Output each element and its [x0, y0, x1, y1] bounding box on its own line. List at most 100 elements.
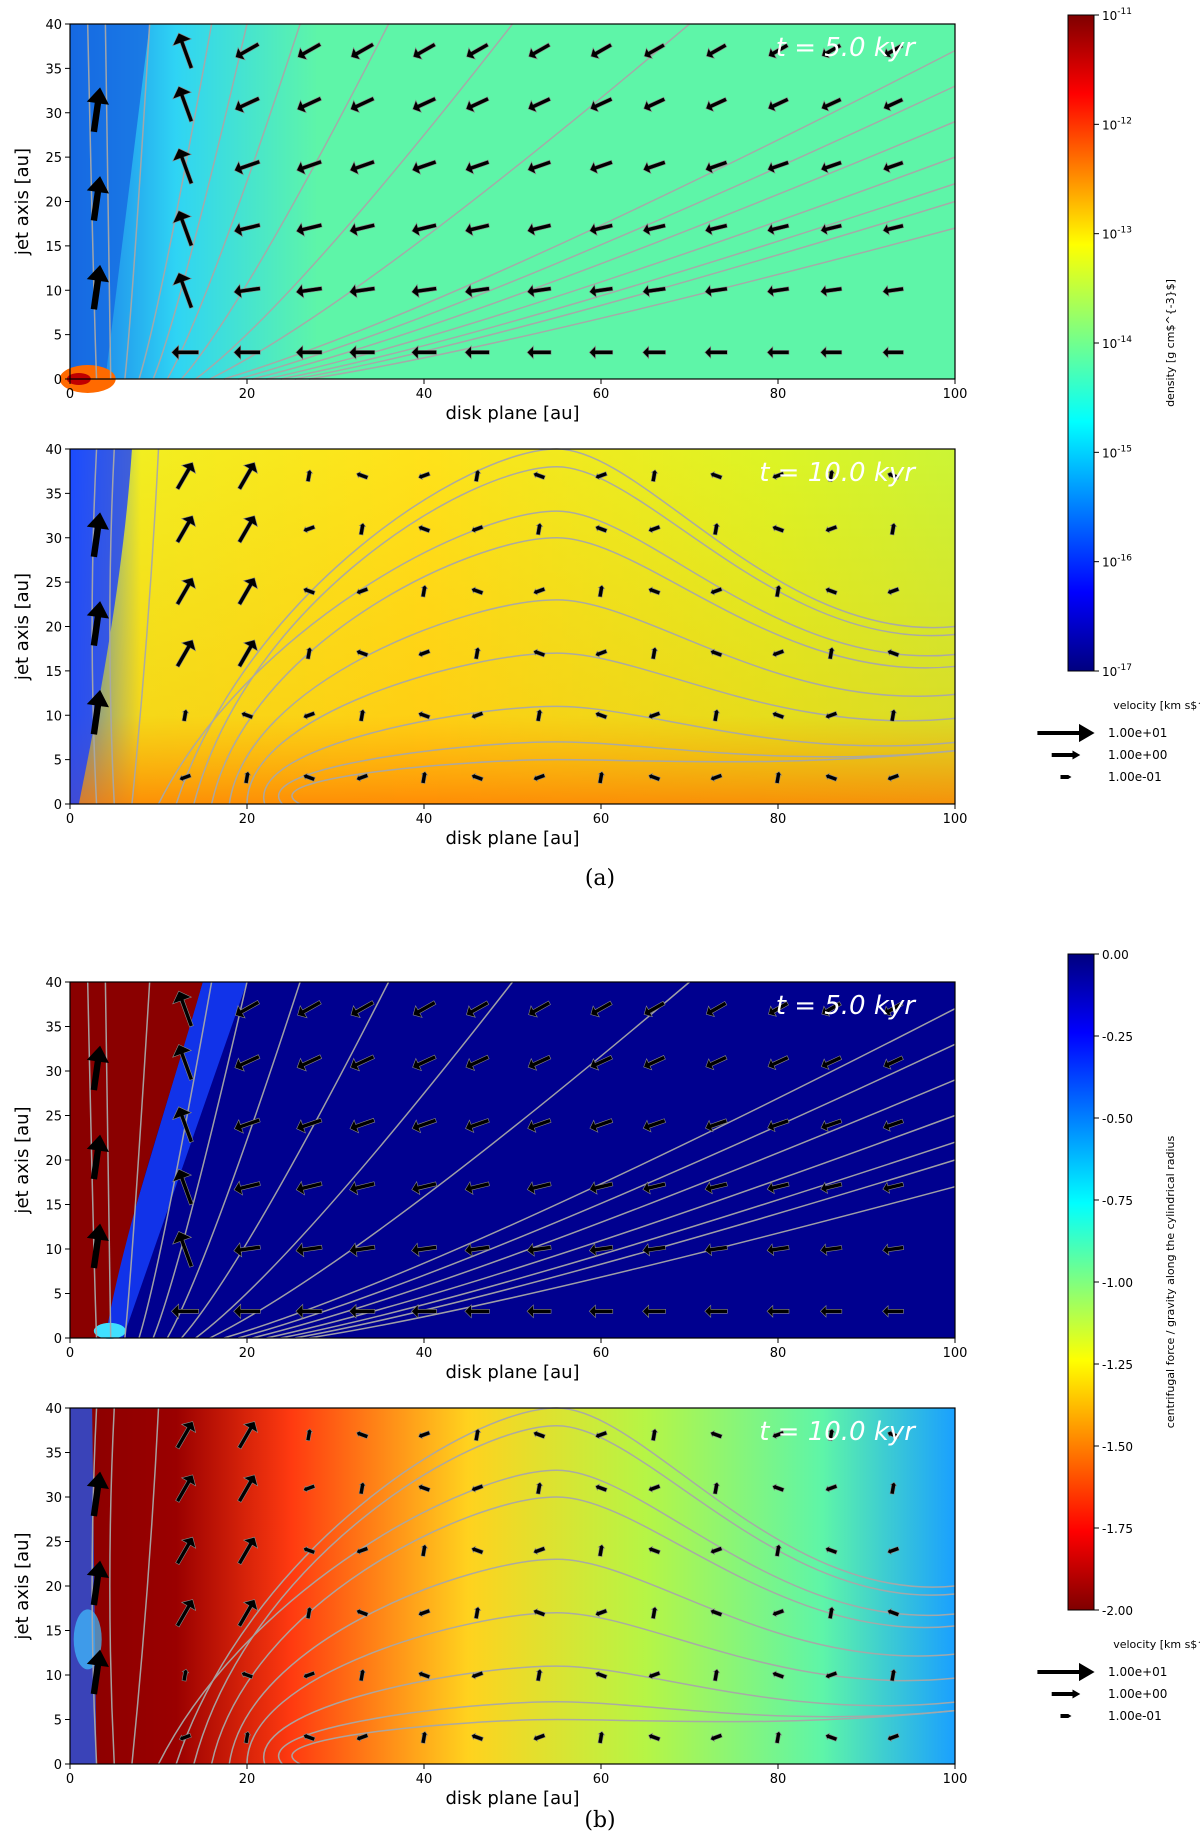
y-axis-label: jet axis [au] [12, 1106, 33, 1214]
velocity-arrow [234, 96, 261, 114]
velocity-arrow [766, 345, 790, 359]
x-tick-label: 100 [943, 387, 968, 402]
y-tick-label: 25 [45, 1536, 62, 1551]
velocity-arrow [471, 1732, 484, 1742]
x-tick-label: 20 [239, 387, 256, 402]
time-annotation: t = 10.0 kyr [759, 458, 917, 488]
velocity-arrow [358, 522, 367, 536]
y-tick-label: 20 [45, 621, 62, 636]
streamline [86, 23, 98, 380]
velocity-arrow [302, 1483, 316, 1493]
colorbar-tick-label: -1.50 [1102, 1440, 1133, 1454]
y-tick-label: 10 [45, 284, 62, 299]
x-tick-label: 0 [66, 387, 74, 402]
velocity-arrow [172, 148, 194, 185]
time-annotation: t = 5.0 kyr [776, 33, 918, 63]
y-tick-label: 35 [45, 62, 62, 77]
y-axis-label: jet axis [au] [12, 1532, 33, 1640]
streamline [228, 599, 956, 805]
streamline [109, 448, 115, 805]
colorbar-tick-label: -0.75 [1102, 1194, 1133, 1208]
velocity-arrow [175, 1599, 197, 1628]
velocity-arrow [243, 1731, 252, 1744]
velocity-arrow [533, 1546, 546, 1555]
streamline [278, 1700, 956, 1765]
velocity-arrow [710, 648, 723, 658]
streamline [308, 227, 956, 380]
velocity-arrow [889, 522, 898, 536]
velocity-arrow [827, 1428, 836, 1442]
velocity-arrow [175, 462, 197, 491]
y-axis-label: jet axis [au] [12, 573, 33, 681]
velocity-arrow [527, 1054, 552, 1071]
velocity-arrow [234, 1054, 261, 1072]
velocity-arrow [464, 222, 490, 237]
velocity-arrow [411, 159, 437, 175]
y-tick-label: 10 [45, 709, 62, 724]
y-axis-label: jet axis [au] [12, 148, 33, 256]
velocity-arrow [820, 1118, 843, 1133]
velocity-arrow [648, 1483, 661, 1493]
velocity-arrow [526, 1181, 552, 1195]
velocity-arrow [595, 471, 608, 481]
velocity-arrow [302, 772, 316, 782]
velocity-arrow [712, 522, 721, 536]
velocity-arrow [350, 42, 375, 60]
plot-panel: 0 20 40 60 80 100 0 5 10 15 20 25 30 35 40 disk plane [… [12, 976, 967, 1383]
colorbar-tick-label: -0.25 [1102, 1030, 1133, 1044]
y-tick-label: 5 [54, 1288, 62, 1303]
velocity-arrow [772, 1670, 785, 1680]
velocity-arrow [528, 1000, 551, 1018]
velocity-arrow [233, 1303, 261, 1320]
velocity-arrow [820, 1181, 843, 1195]
velocity-legend-label: 1.00e-01 [1108, 1709, 1162, 1723]
velocity-arrow [241, 710, 254, 720]
colorbar: 10-11 10-12 10-13 10-14 10-15 10-16 10-17 densi… [1037, 7, 1200, 784]
y-tick-label: 15 [45, 665, 62, 680]
velocity-arrow [882, 1305, 904, 1318]
streamline [195, 981, 514, 1339]
velocity-arrow [358, 708, 367, 722]
streamline [210, 536, 956, 805]
streamline [237, 85, 956, 380]
y-tick-label: 5 [54, 1714, 62, 1729]
velocity-legend-arrow [1060, 1714, 1072, 1718]
x-tick-label: 60 [593, 1772, 610, 1787]
y-tick-label: 30 [45, 1491, 62, 1506]
velocity-arrow [766, 1181, 790, 1195]
y-tick-label: 25 [45, 576, 62, 591]
velocity-arrow [356, 1546, 369, 1555]
streamline [237, 1043, 956, 1339]
velocity-arrow [526, 1242, 552, 1257]
velocity-arrow [712, 1668, 721, 1682]
velocity-arrow [237, 462, 259, 491]
y-tick-label: 20 [45, 1580, 62, 1595]
velocity-arrow [241, 1670, 254, 1680]
velocity-arrow [589, 1118, 614, 1133]
velocity-arrows [86, 462, 900, 784]
x-axis-label: disk plane [au] [445, 1788, 579, 1809]
velocity-arrow [597, 1544, 606, 1557]
colorbar-tick-label: 10-14 [1102, 335, 1132, 351]
velocity-arrow [597, 1731, 606, 1744]
velocity-arrow [358, 1481, 367, 1495]
velocity-arrow [887, 471, 900, 480]
colorbar-tick-label: 0.00 [1102, 948, 1129, 962]
velocity-arrow [348, 344, 376, 360]
velocity-arrow [356, 1430, 369, 1439]
velocity-arrow [296, 1054, 323, 1072]
velocity-arrow [595, 648, 608, 658]
velocity-arrow [466, 1000, 490, 1018]
velocity-arrow [296, 1117, 323, 1134]
velocity-arrow [768, 43, 789, 59]
streamline [91, 1407, 98, 1765]
colorbar-tick-label: 10-16 [1102, 554, 1132, 570]
velocity-arrow [175, 639, 197, 668]
velocity-arrow [237, 577, 259, 606]
x-tick-label: 40 [416, 387, 433, 402]
colorbar-gradient [1067, 953, 1095, 1611]
velocity-arrow [882, 1181, 905, 1194]
velocity-arrow [774, 771, 783, 784]
velocity-arrow [356, 773, 369, 782]
velocity-arrow [295, 222, 323, 237]
